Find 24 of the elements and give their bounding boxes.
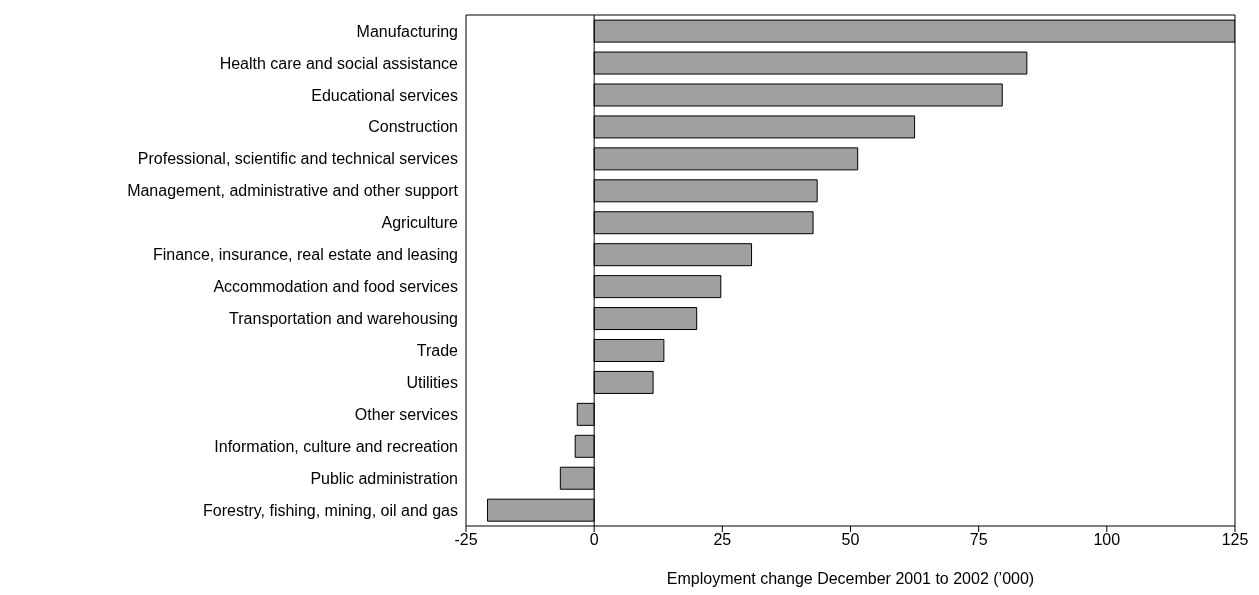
y-tick-label: Information, culture and recreation [214, 437, 458, 455]
y-tick-label: Management, administrative and other support [127, 182, 459, 200]
y-tick-label: Health care and social assistance [219, 54, 459, 72]
y-tick-label: Forestry, fishing, mining, oil and gas [203, 501, 458, 519]
y-tick-label: Other services [354, 405, 458, 423]
x-tick-label: 100 [1093, 531, 1121, 549]
y-tick-label: Professional, scientific and technical services [137, 150, 458, 168]
y-tick-label: Agriculture [381, 214, 459, 232]
x-tick-label: 50 [841, 531, 860, 549]
x-tick-label: -25 [454, 531, 478, 549]
y-tick-label: Manufacturing [356, 22, 458, 40]
y-tick-label: Transportation and warehousing [229, 310, 458, 328]
x-tick-label: 125 [1221, 531, 1249, 549]
y-tick-label: Accommodation and food services [213, 278, 458, 296]
y-tick-label: Construction [368, 118, 458, 136]
y-tick-label: Trade [416, 342, 459, 360]
x-tick-label: 25 [713, 531, 732, 549]
x-tick-label: 75 [969, 531, 988, 549]
x-axis-title: Employment change December 2001 to 2002 (’000) [666, 570, 1035, 587]
x-tick-label: 0 [589, 531, 599, 549]
y-tick-label: Utilities [406, 373, 458, 391]
y-tick-label: Educational services [311, 86, 458, 104]
y-tick-label: Finance, insurance, real estate and leasing [152, 246, 458, 264]
y-tick-label: Public administration [310, 469, 458, 487]
